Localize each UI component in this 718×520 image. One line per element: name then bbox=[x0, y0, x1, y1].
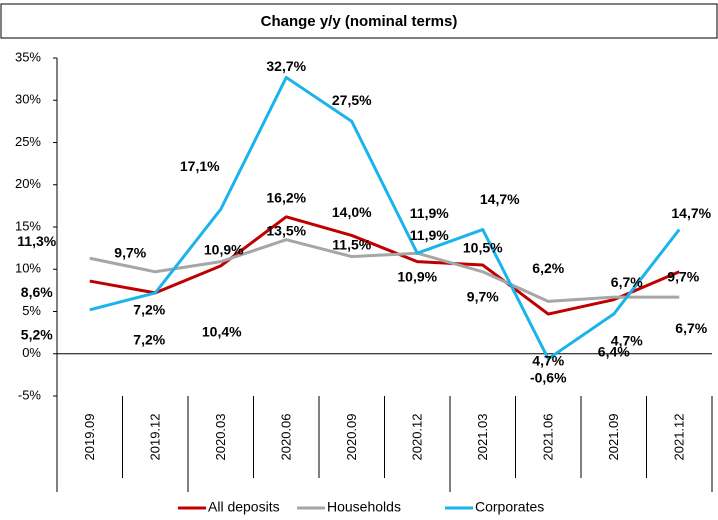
title-box bbox=[0, 3, 718, 39]
data-label: 6,7% bbox=[611, 274, 643, 290]
x-tick-label: 2020.06 bbox=[279, 414, 294, 461]
x-tick-label: 2021.06 bbox=[541, 414, 556, 461]
data-label: 14,7% bbox=[671, 205, 711, 221]
data-label: 7,2% bbox=[133, 332, 165, 348]
y-tick-label: 15% bbox=[15, 218, 41, 233]
data-label: 4,7% bbox=[611, 333, 643, 349]
data-label: 11,5% bbox=[332, 236, 371, 252]
data-label: 6,4% bbox=[598, 343, 630, 359]
legend-label: Households bbox=[327, 499, 401, 515]
data-label: 27,5% bbox=[332, 92, 372, 108]
data-label: 9,7% bbox=[467, 288, 499, 304]
data-label: -0,6% bbox=[530, 370, 567, 386]
data-label: 13,5% bbox=[266, 222, 306, 238]
data-label: 14,0% bbox=[332, 204, 372, 220]
series-line bbox=[89, 238, 680, 303]
data-label: 10,9% bbox=[397, 268, 437, 284]
data-label: 6,2% bbox=[532, 260, 564, 276]
x-tick-label: 2020.03 bbox=[213, 414, 228, 461]
x-tick-label: 2019.09 bbox=[82, 414, 97, 461]
y-tick-label: 10% bbox=[15, 261, 41, 276]
x-tick-label: 2020.09 bbox=[344, 414, 359, 461]
y-tick-label: 25% bbox=[15, 134, 41, 149]
y-tick-label: 20% bbox=[15, 176, 41, 191]
y-tick-label: 5% bbox=[22, 303, 41, 318]
data-label: 32,7% bbox=[266, 58, 306, 74]
y-tick-label: 30% bbox=[15, 92, 41, 107]
data-label: 9,7% bbox=[114, 244, 146, 260]
legend-label: All deposits bbox=[208, 499, 280, 515]
x-tick-label: 2021.12 bbox=[672, 414, 687, 461]
series-line bbox=[89, 75, 681, 361]
data-label: 9,7% bbox=[667, 268, 699, 284]
data-label: 14,7% bbox=[480, 191, 520, 207]
x-tick-label: 2019.12 bbox=[148, 414, 163, 461]
data-label: 5,2% bbox=[21, 327, 53, 343]
data-label: 7,2% bbox=[133, 302, 165, 318]
y-tick-label: 0% bbox=[22, 345, 41, 360]
data-label: 10,9% bbox=[204, 241, 244, 257]
x-tick-label: 2021.09 bbox=[606, 414, 621, 461]
data-label: 11,9% bbox=[410, 205, 449, 221]
x-tick-label: 2021.03 bbox=[475, 414, 490, 461]
data-label: 11,3% bbox=[17, 233, 56, 249]
data-label: 8,6% bbox=[21, 284, 53, 300]
data-label: 10,4% bbox=[202, 324, 242, 340]
y-tick-label: 35% bbox=[15, 49, 41, 64]
data-label: 4,7% bbox=[532, 353, 564, 369]
chart-title: Change y/y (nominal terms) bbox=[261, 13, 458, 30]
data-label: 6,7% bbox=[675, 320, 707, 336]
series-line bbox=[89, 215, 680, 316]
x-tick-label: 2020.12 bbox=[410, 414, 425, 461]
data-label: 17,1% bbox=[180, 158, 220, 174]
legend-label: Corporates bbox=[475, 499, 544, 515]
data-label: 16,2% bbox=[266, 190, 306, 206]
data-label: 10,5% bbox=[463, 240, 503, 256]
y-tick-label: -5% bbox=[18, 387, 42, 402]
data-label: 11,9% bbox=[410, 227, 449, 243]
